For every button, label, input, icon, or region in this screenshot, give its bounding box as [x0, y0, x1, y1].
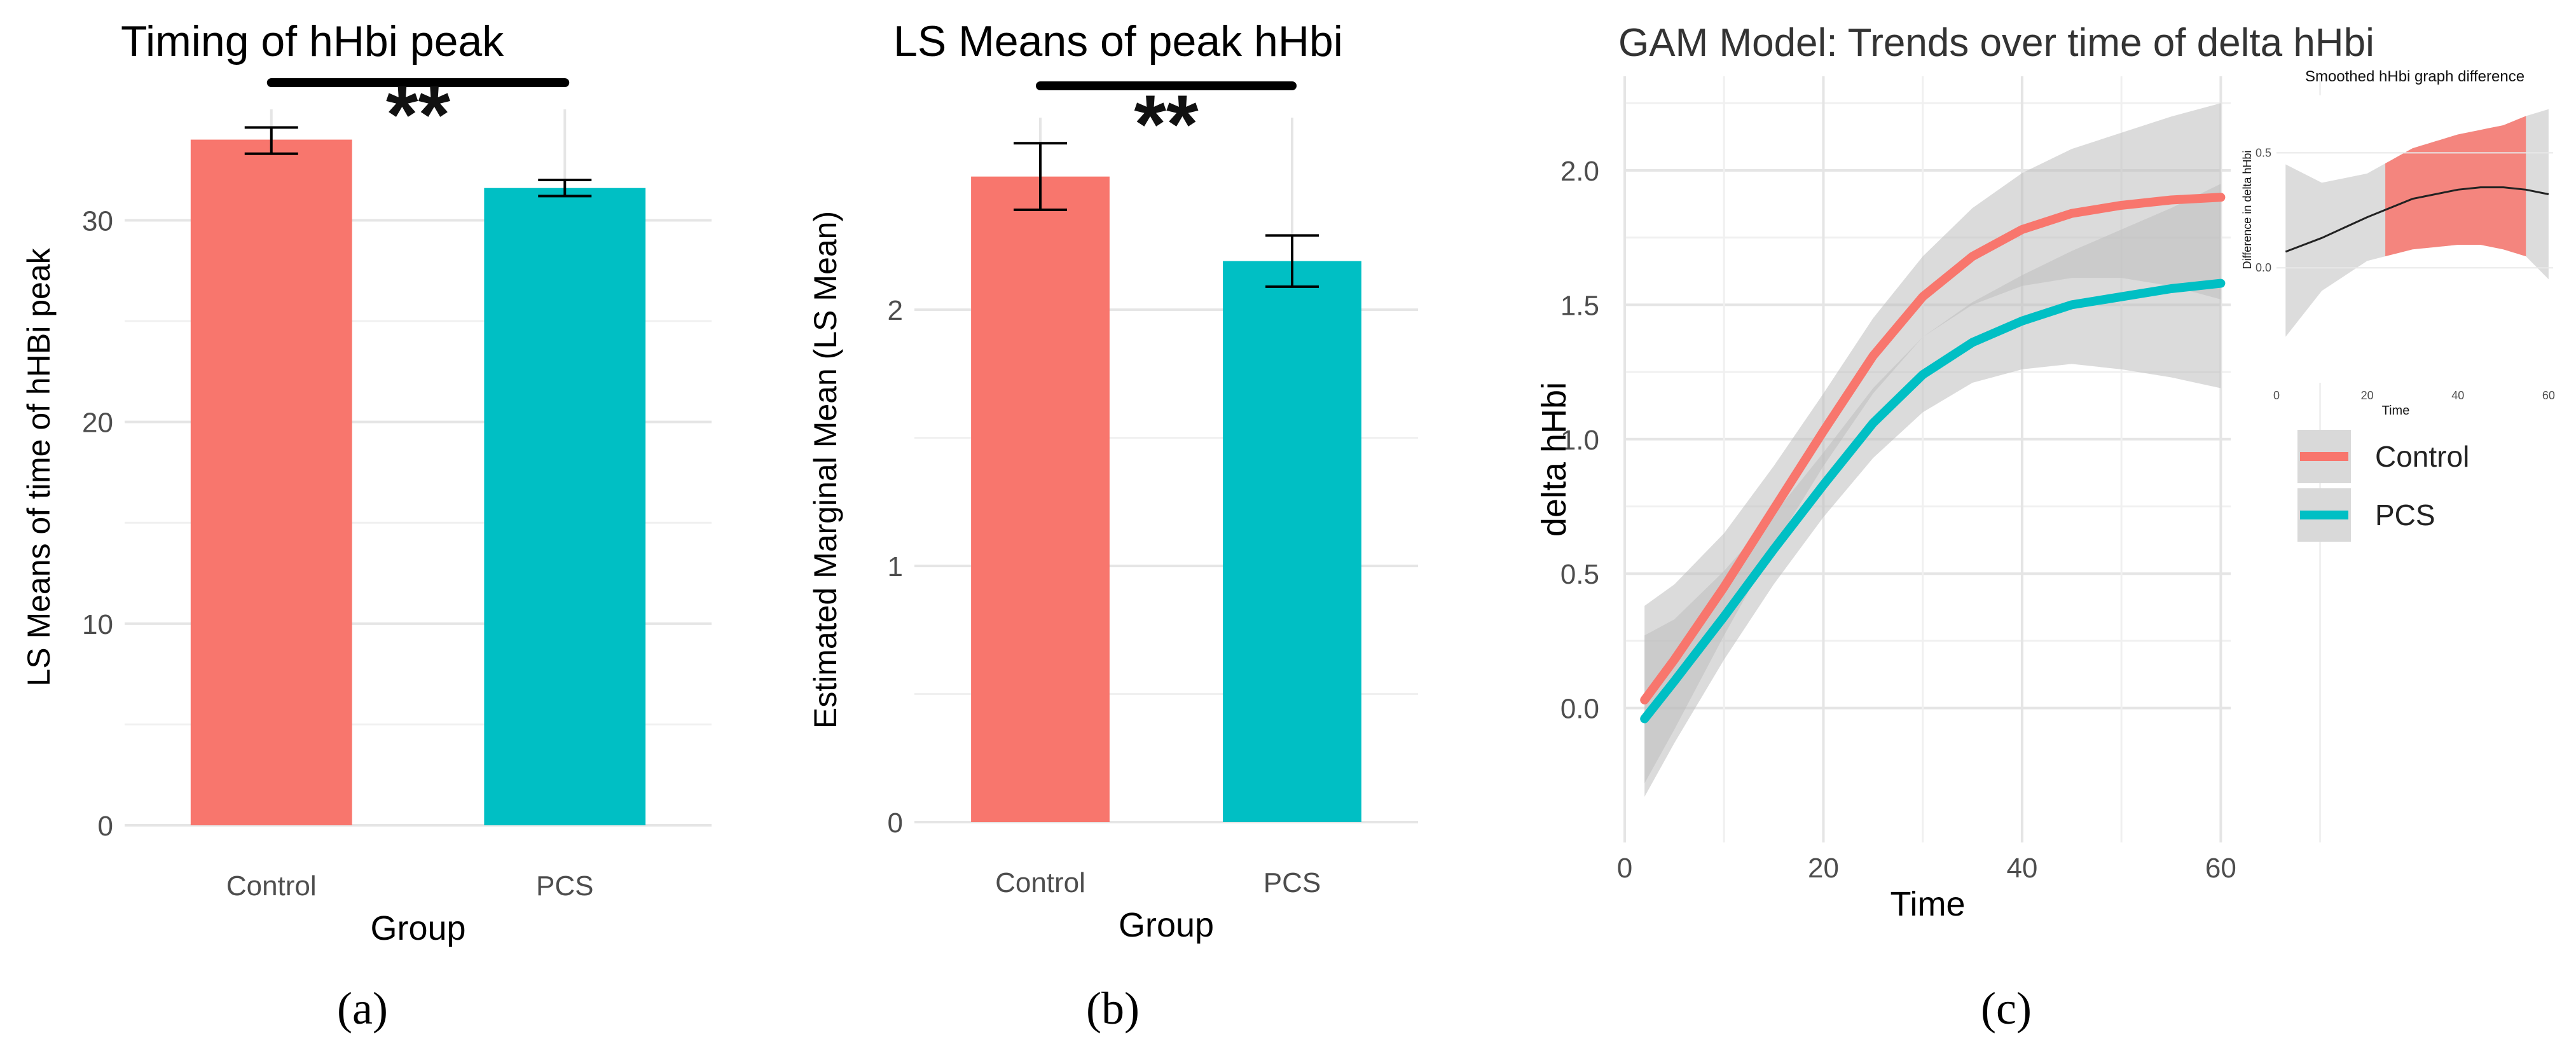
inset-title: Smoothed hHbi graph difference [2305, 68, 2524, 85]
inset-x-tick-label: 40 [2451, 389, 2464, 402]
inset-x-tick-label: 20 [2361, 389, 2374, 402]
x-axis-title: Time [1891, 885, 1966, 923]
y-tick-label: 1.5 [1560, 290, 1599, 321]
inset-y-tick-label: 0.5 [2256, 146, 2271, 159]
series-line-control [1640, 193, 2226, 704]
panel-b-label: (b) [1086, 983, 1140, 1034]
y-axis-title: Estimated Marginal Mean (LS Mean) [808, 211, 843, 729]
x-tick-label: 40 [2006, 853, 2037, 884]
y-tick-label: 20 [82, 408, 113, 439]
bar-control [971, 176, 1110, 823]
panel-a-label: (a) [337, 983, 388, 1034]
bar-control [190, 139, 352, 825]
y-tick-label: 0 [888, 807, 903, 839]
y-tick-label: 10 [82, 609, 113, 640]
y-axis-title: delta hHbi [1535, 382, 1573, 537]
inset-y-axis-title: Difference in delta hHbi [2241, 151, 2254, 270]
inset-significant-region [2385, 116, 2526, 257]
panel-b-ls-means-chart: 0 1 2 Control PCS ** LS Means of peak hHbi Grou… [808, 17, 1418, 944]
chart-title: Timing of hHbi peak [121, 17, 504, 65]
panel-c-gam-chart: 0.0 0.5 1.0 1.5 2.0 0 20 40 60 GAM Model: Trends … [1535, 21, 2469, 923]
significance-stars: ** [1134, 78, 1199, 170]
legend-label: Control [2375, 440, 2469, 473]
y-tick-label: 30 [82, 205, 113, 237]
chart-title: LS Means of peak hHbi [893, 17, 1343, 65]
x-axis-title: Group [370, 909, 465, 947]
x-tick-label: 60 [2205, 853, 2236, 884]
chart-title: GAM Model: Trends over time of delta hHb… [1618, 21, 2374, 65]
y-tick-label: 0 [98, 811, 113, 842]
y-tick-label: 0.5 [1560, 559, 1599, 590]
x-axis-title: Group [1119, 906, 1214, 944]
significance-stars: ** [386, 68, 451, 161]
x-tick-label: 0 [1617, 853, 1632, 884]
panel-c-label: (c) [1981, 983, 2032, 1034]
bar-pcs [1223, 261, 1361, 822]
inset-x-tick-label: 0 [2273, 389, 2280, 402]
bar-pcs [484, 188, 646, 825]
inset-y-tick-label: 0.0 [2256, 261, 2271, 274]
y-tick-label: 1 [888, 551, 903, 582]
x-tick-label: 20 [1808, 853, 1839, 884]
y-tick-label: 0.0 [1560, 694, 1599, 725]
x-tick-label: Control [226, 870, 317, 902]
y-tick-label: 2.0 [1560, 156, 1599, 187]
inset-x-tick-label: 60 [2542, 389, 2555, 402]
x-tick-label: PCS [1264, 867, 1321, 898]
x-tick-label: Control [995, 867, 1085, 898]
panel-a-timing-chart: 0 10 20 30 Control PCS **Timing of hHbi peak Gr… [21, 17, 712, 947]
panel-c-inset-difference-chart: 0.0 0.5 0 20 40 60 Smoothed hHbi graph differe… [2241, 68, 2555, 418]
series-line-pcs [1640, 278, 2226, 724]
inset-difference-line [2285, 186, 2549, 253]
legend-label: PCS [2375, 498, 2435, 532]
y-axis-title: LS Means of time of hHBi peak [21, 247, 57, 686]
inset-x-axis-title: Time [2382, 404, 2410, 418]
confidence-band-pcs [1644, 184, 2221, 797]
x-tick-label: PCS [536, 870, 593, 902]
y-tick-label: 1.0 [1560, 425, 1599, 456]
y-tick-label: 2 [888, 295, 903, 326]
